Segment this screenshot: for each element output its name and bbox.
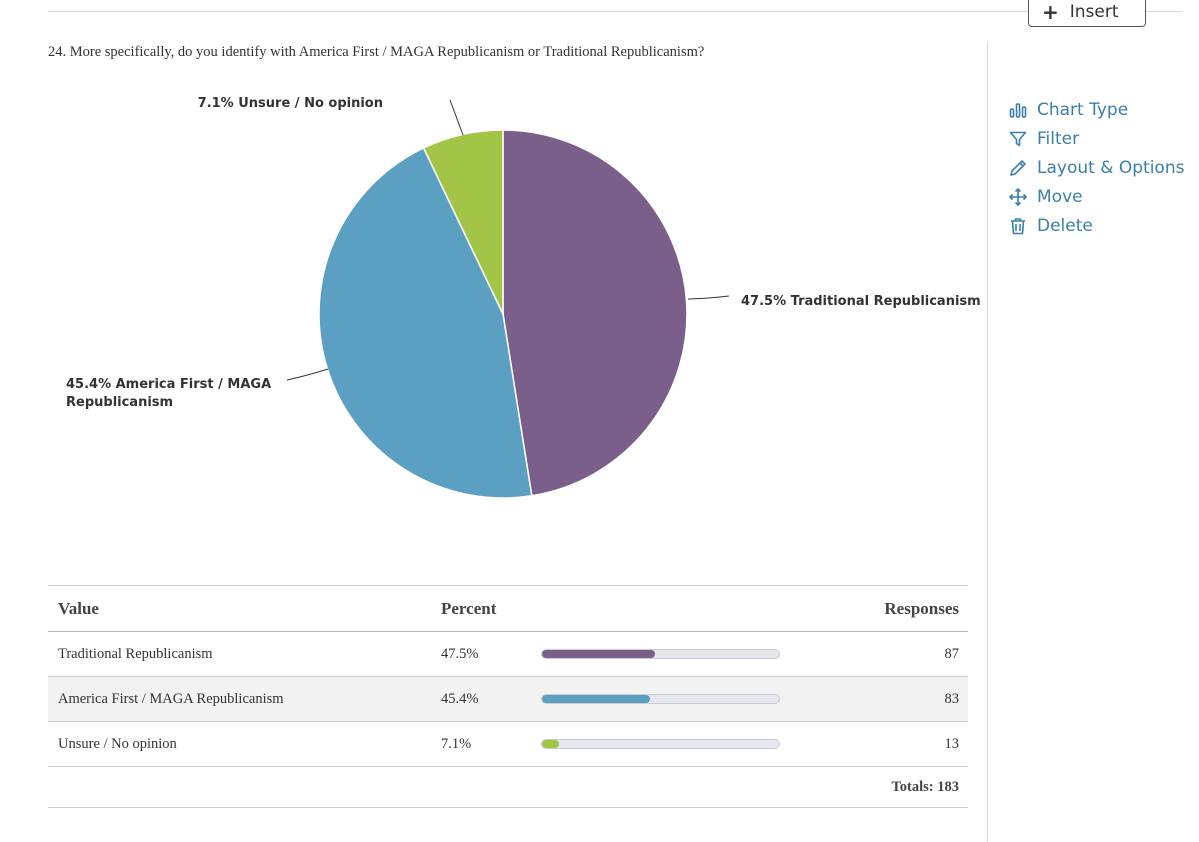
responses-column-header[interactable]: Responses xyxy=(884,598,959,618)
bar-chart-icon xyxy=(1008,100,1028,120)
sidebar-divider xyxy=(987,42,988,842)
delete-button[interactable]: Delete xyxy=(1008,211,1184,240)
progress-bar-fill xyxy=(542,695,650,703)
slice-label: 47.5% Traditional Republicanism xyxy=(741,294,981,309)
insert-button[interactable]: + Insert xyxy=(1028,0,1146,27)
filter-button[interactable]: Filter xyxy=(1008,124,1184,153)
side-menu: Chart Type Filter Layout & Options Move xyxy=(1008,95,1184,240)
delete-label: Delete xyxy=(1037,215,1093,236)
results-table: Value Percent Responses Traditional Repu… xyxy=(48,585,968,808)
row-responses: 13 xyxy=(944,735,960,752)
chart-type-label: Chart Type xyxy=(1037,99,1129,120)
table-row: Unsure / No opinion 7.1% 13 xyxy=(48,722,968,767)
value-column-header[interactable]: Value xyxy=(58,598,99,618)
bar-column-header xyxy=(541,586,841,632)
row-bar-cell xyxy=(541,632,841,677)
insert-label: Insert xyxy=(1069,1,1119,22)
slice-leader-line xyxy=(286,368,329,381)
pencil-icon xyxy=(1008,158,1028,178)
layout-options-label: Layout & Options xyxy=(1037,157,1185,178)
layout-options-button[interactable]: Layout & Options xyxy=(1008,153,1184,182)
move-label: Move xyxy=(1037,186,1083,207)
results-table-container: Value Percent Responses Traditional Repu… xyxy=(48,585,968,808)
filter-label: Filter xyxy=(1037,128,1080,149)
top-divider xyxy=(48,11,1182,12)
row-responses: 83 xyxy=(944,690,960,707)
plus-icon: + xyxy=(1042,0,1059,24)
table-header-row: Value Percent Responses xyxy=(48,585,968,632)
row-responses: 87 xyxy=(944,645,960,662)
pie-slice-america-first-maga-republicanism[interactable] xyxy=(318,147,533,499)
chart-type-button[interactable]: Chart Type xyxy=(1008,95,1184,124)
progress-bar-fill xyxy=(542,650,655,658)
trash-icon xyxy=(1008,216,1028,236)
progress-bar-fill xyxy=(542,740,559,748)
row-percent: 7.1% xyxy=(441,735,472,752)
slice-leader-line xyxy=(449,99,464,136)
totals-row: Totals: 183 xyxy=(48,767,968,808)
row-value: America First / MAGA Republicanism xyxy=(58,690,284,707)
row-percent: 47.5% xyxy=(441,645,479,662)
row-percent: 45.4% xyxy=(441,690,479,707)
progress-bar xyxy=(541,694,780,704)
move-button[interactable]: Move xyxy=(1008,182,1184,211)
slice-leader-line xyxy=(687,295,730,300)
totals-label: Totals: 183 xyxy=(891,778,959,795)
row-value: Traditional Republicanism xyxy=(58,645,213,662)
row-value: Unsure / No opinion xyxy=(58,735,177,752)
row-bar-cell xyxy=(541,722,841,767)
row-bar-cell xyxy=(541,677,841,722)
progress-bar xyxy=(541,739,780,749)
slice-label: 7.1% Unsure / No opinion xyxy=(198,96,383,111)
table-row: America First / MAGA Republicanism 45.4%… xyxy=(48,676,968,722)
question-title: 24. More specifically, do you identify w… xyxy=(48,44,705,60)
pie-chart: 47.5% Traditional Republicanism 45.4% Ame… xyxy=(66,96,981,499)
table-row: Traditional Republicanism 47.5% 87 xyxy=(48,632,968,677)
pie-slice-unsure-no-opinion[interactable] xyxy=(422,129,504,315)
filter-icon xyxy=(1008,129,1028,149)
move-icon xyxy=(1008,187,1028,207)
pie-slice-traditional-republicanism[interactable] xyxy=(502,129,688,497)
slice-label: 45.4% America First / MAGA Republicanism xyxy=(66,377,271,410)
progress-bar xyxy=(541,649,780,659)
percent-column-header[interactable]: Percent xyxy=(441,598,497,618)
